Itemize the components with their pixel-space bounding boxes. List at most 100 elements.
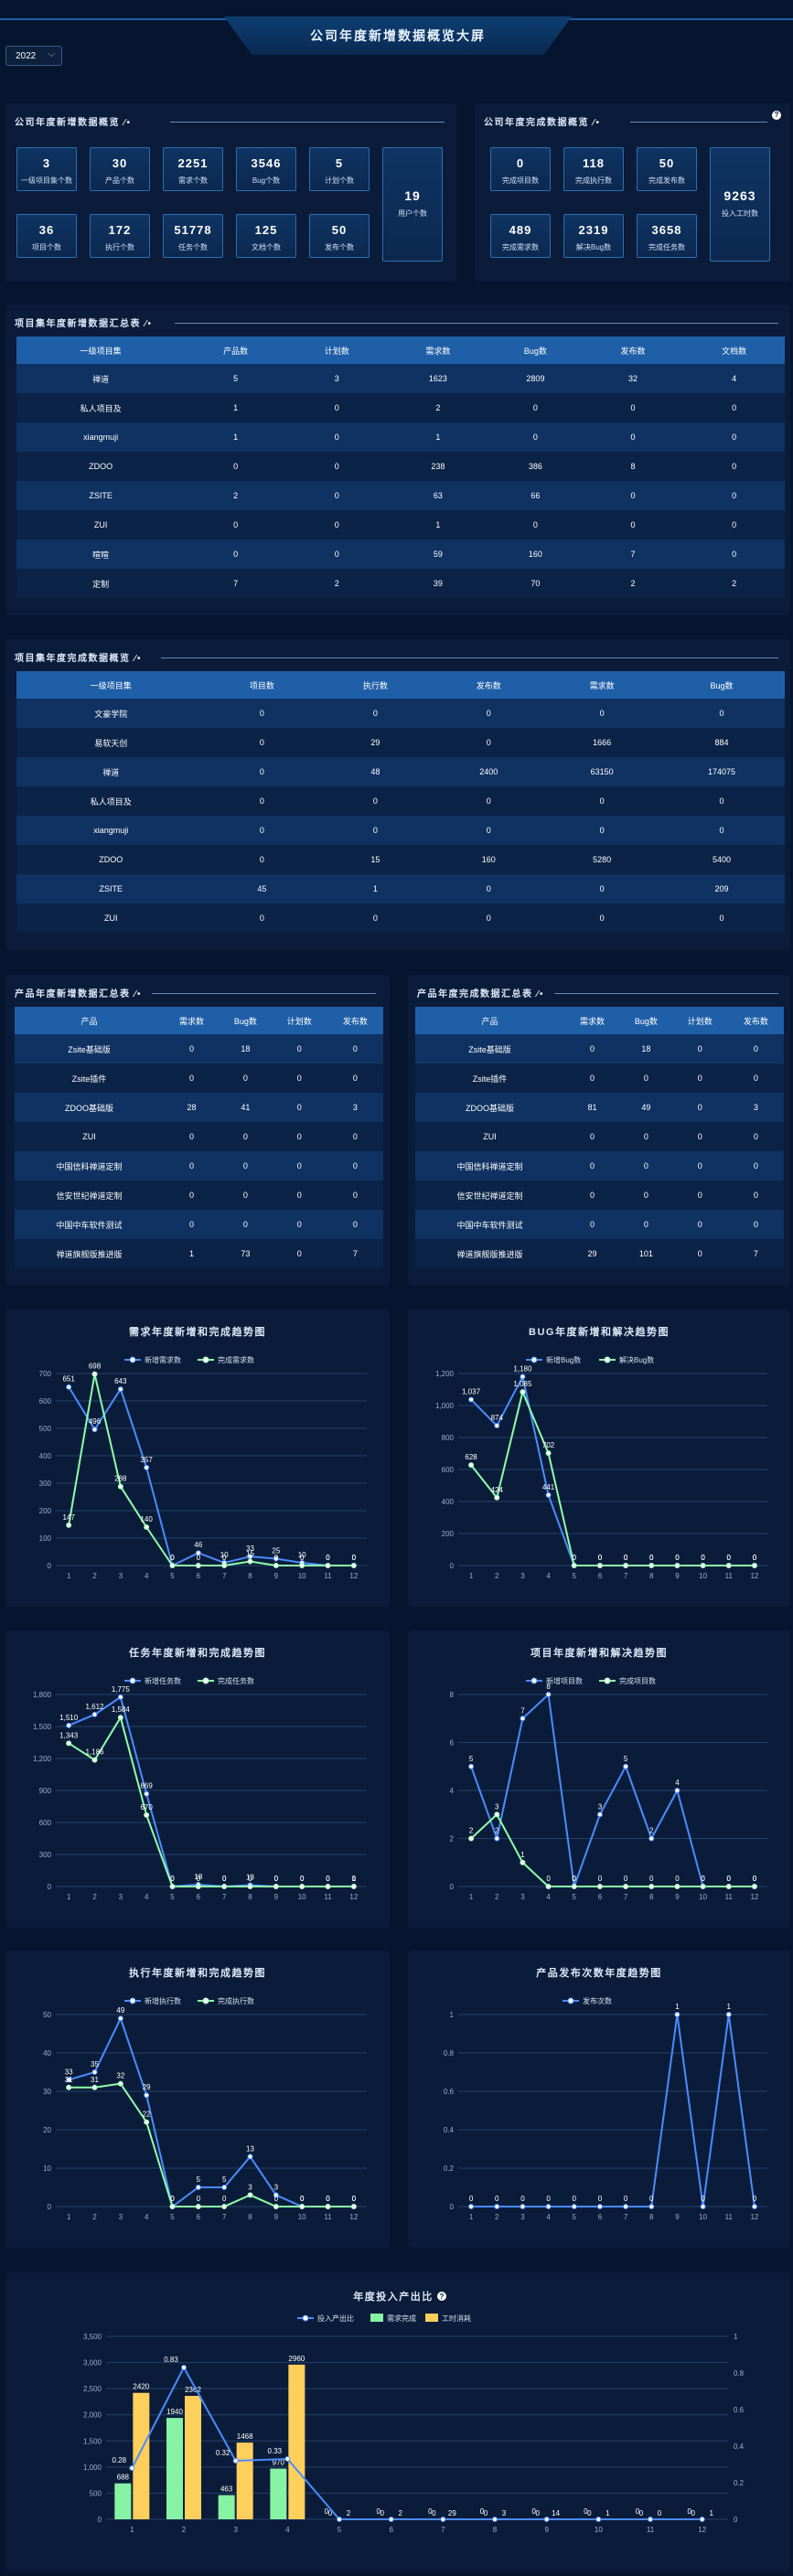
data-point[interactable] [700, 1884, 706, 1889]
data-point[interactable] [129, 2465, 135, 2471]
data-point[interactable] [195, 1563, 201, 1568]
data-point[interactable] [117, 2080, 123, 2087]
data-point[interactable] [117, 1483, 123, 1490]
data-point[interactable] [169, 1563, 176, 1568]
data-point[interactable] [273, 1555, 279, 1562]
data-point[interactable] [66, 2077, 72, 2083]
data-point[interactable] [700, 1563, 706, 1568]
data-point[interactable] [91, 2084, 98, 2090]
legend-item[interactable]: 发布次数 [563, 1996, 612, 2005]
legend-item[interactable]: 需求完成 [370, 2314, 416, 2323]
data-point[interactable] [388, 2517, 394, 2522]
data-point[interactable] [221, 2185, 228, 2190]
data-point[interactable] [273, 1884, 279, 1889]
data-point[interactable] [325, 2204, 331, 2209]
data-point[interactable] [195, 1550, 201, 1556]
legend-item[interactable]: 解决Bug数 [599, 1355, 654, 1364]
data-point[interactable] [325, 1563, 331, 1568]
data-point[interactable] [674, 2012, 680, 2017]
data-point[interactable] [195, 2204, 201, 2209]
legend-item[interactable]: 投入产出比 [297, 2314, 354, 2323]
data-point[interactable] [144, 1790, 150, 1797]
bar[interactable] [218, 2495, 235, 2519]
data-point[interactable] [545, 1491, 552, 1498]
data-point[interactable] [144, 2119, 150, 2125]
data-point[interactable] [350, 1884, 357, 1889]
data-point[interactable] [117, 2015, 123, 2022]
data-point[interactable] [144, 1524, 150, 1530]
data-point[interactable] [221, 2204, 228, 2209]
data-point[interactable] [623, 1563, 629, 1568]
legend-item[interactable]: 新增Bug数 [526, 1355, 581, 1364]
data-point[interactable] [144, 1812, 150, 1818]
data-point[interactable] [648, 1563, 655, 1568]
data-point[interactable] [337, 2517, 342, 2522]
data-point[interactable] [144, 1464, 150, 1470]
data-point[interactable] [221, 1563, 228, 1568]
data-point[interactable] [571, 1563, 577, 1568]
data-point[interactable] [699, 2517, 705, 2522]
data-point[interactable] [468, 2204, 475, 2209]
data-point[interactable] [648, 2517, 653, 2522]
data-point[interactable] [247, 2192, 253, 2198]
data-point[interactable] [596, 2204, 603, 2209]
data-point[interactable] [169, 2204, 176, 2209]
data-point[interactable] [623, 1763, 629, 1769]
data-point[interactable] [571, 1884, 577, 1889]
data-point[interactable] [325, 1884, 331, 1889]
data-point[interactable] [520, 1374, 526, 1380]
data-point[interactable] [623, 1884, 629, 1889]
data-point[interactable] [648, 2204, 655, 2209]
data-point[interactable] [520, 2204, 526, 2209]
data-point[interactable] [545, 1884, 552, 1889]
data-point[interactable] [468, 1396, 475, 1403]
data-point[interactable] [273, 2204, 279, 2209]
data-point[interactable] [468, 1835, 475, 1842]
data-point[interactable] [751, 2204, 757, 2209]
data-point[interactable] [66, 1722, 72, 1728]
data-point[interactable] [299, 1884, 305, 1889]
data-point[interactable] [520, 1716, 526, 1722]
data-point[interactable] [674, 1563, 680, 1568]
legend-item[interactable]: 新增项目数 [526, 1676, 583, 1685]
data-point[interactable] [299, 1563, 305, 1568]
bar[interactable] [114, 2483, 132, 2519]
data-point[interactable] [117, 1386, 123, 1393]
bar[interactable] [185, 2396, 201, 2519]
data-point[interactable] [700, 2204, 706, 2209]
data-point[interactable] [545, 1692, 552, 1697]
legend-item[interactable]: 新增任务数 [124, 1676, 181, 1685]
data-point[interactable] [751, 1563, 757, 1568]
data-point[interactable] [596, 1812, 603, 1818]
legend-item[interactable]: 完成执行数 [198, 1996, 254, 2005]
data-point[interactable] [273, 2192, 279, 2198]
data-point[interactable] [494, 2204, 500, 2209]
legend-item[interactable]: 工时消耗 [425, 2314, 471, 2323]
data-point[interactable] [273, 1563, 279, 1568]
data-point[interactable] [181, 2365, 187, 2370]
data-point[interactable] [751, 1884, 757, 1889]
data-point[interactable] [91, 1427, 98, 1433]
data-point[interactable] [221, 1884, 228, 1889]
data-point[interactable] [117, 1694, 123, 1700]
data-point[interactable] [545, 2204, 552, 2209]
legend-item[interactable]: 新增执行数 [124, 1996, 181, 2005]
data-point[interactable] [648, 1835, 655, 1842]
data-point[interactable] [299, 2204, 305, 2209]
data-point[interactable] [144, 2092, 150, 2099]
help-icon[interactable]: ? [772, 111, 781, 120]
data-point[interactable] [725, 1563, 732, 1568]
data-point[interactable] [195, 1884, 201, 1889]
data-point[interactable] [494, 1494, 500, 1501]
data-point[interactable] [725, 2012, 732, 2017]
data-point[interactable] [66, 1522, 72, 1528]
data-point[interactable] [492, 2517, 498, 2522]
data-point[interactable] [66, 1740, 72, 1747]
legend-item[interactable]: 完成需求数 [198, 1355, 254, 1364]
data-point[interactable] [195, 2185, 201, 2190]
data-point[interactable] [494, 1835, 500, 1842]
data-point[interactable] [648, 1884, 655, 1889]
data-point[interactable] [91, 1757, 98, 1763]
data-point[interactable] [440, 2517, 446, 2522]
year-select[interactable]: 2022 ⌵ [5, 46, 62, 66]
